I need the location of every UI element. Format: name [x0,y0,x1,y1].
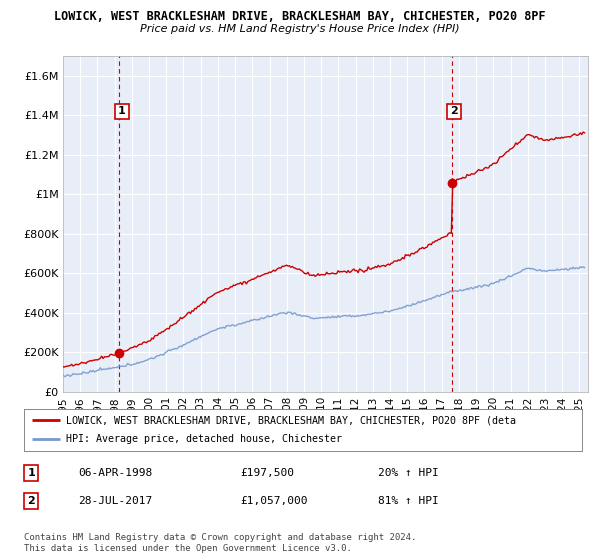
Text: £1,057,000: £1,057,000 [240,496,308,506]
Text: 1: 1 [118,106,126,116]
Text: Price paid vs. HM Land Registry's House Price Index (HPI): Price paid vs. HM Land Registry's House … [140,24,460,34]
Text: Contains HM Land Registry data © Crown copyright and database right 2024.
This d: Contains HM Land Registry data © Crown c… [24,533,416,553]
Text: 81% ↑ HPI: 81% ↑ HPI [378,496,439,506]
Text: £197,500: £197,500 [240,468,294,478]
Text: 2: 2 [450,106,458,116]
Text: 20% ↑ HPI: 20% ↑ HPI [378,468,439,478]
Text: HPI: Average price, detached house, Chichester: HPI: Average price, detached house, Chic… [66,435,342,445]
Text: 1: 1 [28,468,35,478]
Text: LOWICK, WEST BRACKLESHAM DRIVE, BRACKLESHAM BAY, CHICHESTER, PO20 8PF: LOWICK, WEST BRACKLESHAM DRIVE, BRACKLES… [54,10,546,23]
Text: 06-APR-1998: 06-APR-1998 [78,468,152,478]
Text: 28-JUL-2017: 28-JUL-2017 [78,496,152,506]
Text: LOWICK, WEST BRACKLESHAM DRIVE, BRACKLESHAM BAY, CHICHESTER, PO20 8PF (deta: LOWICK, WEST BRACKLESHAM DRIVE, BRACKLES… [66,415,516,425]
Text: 2: 2 [28,496,35,506]
